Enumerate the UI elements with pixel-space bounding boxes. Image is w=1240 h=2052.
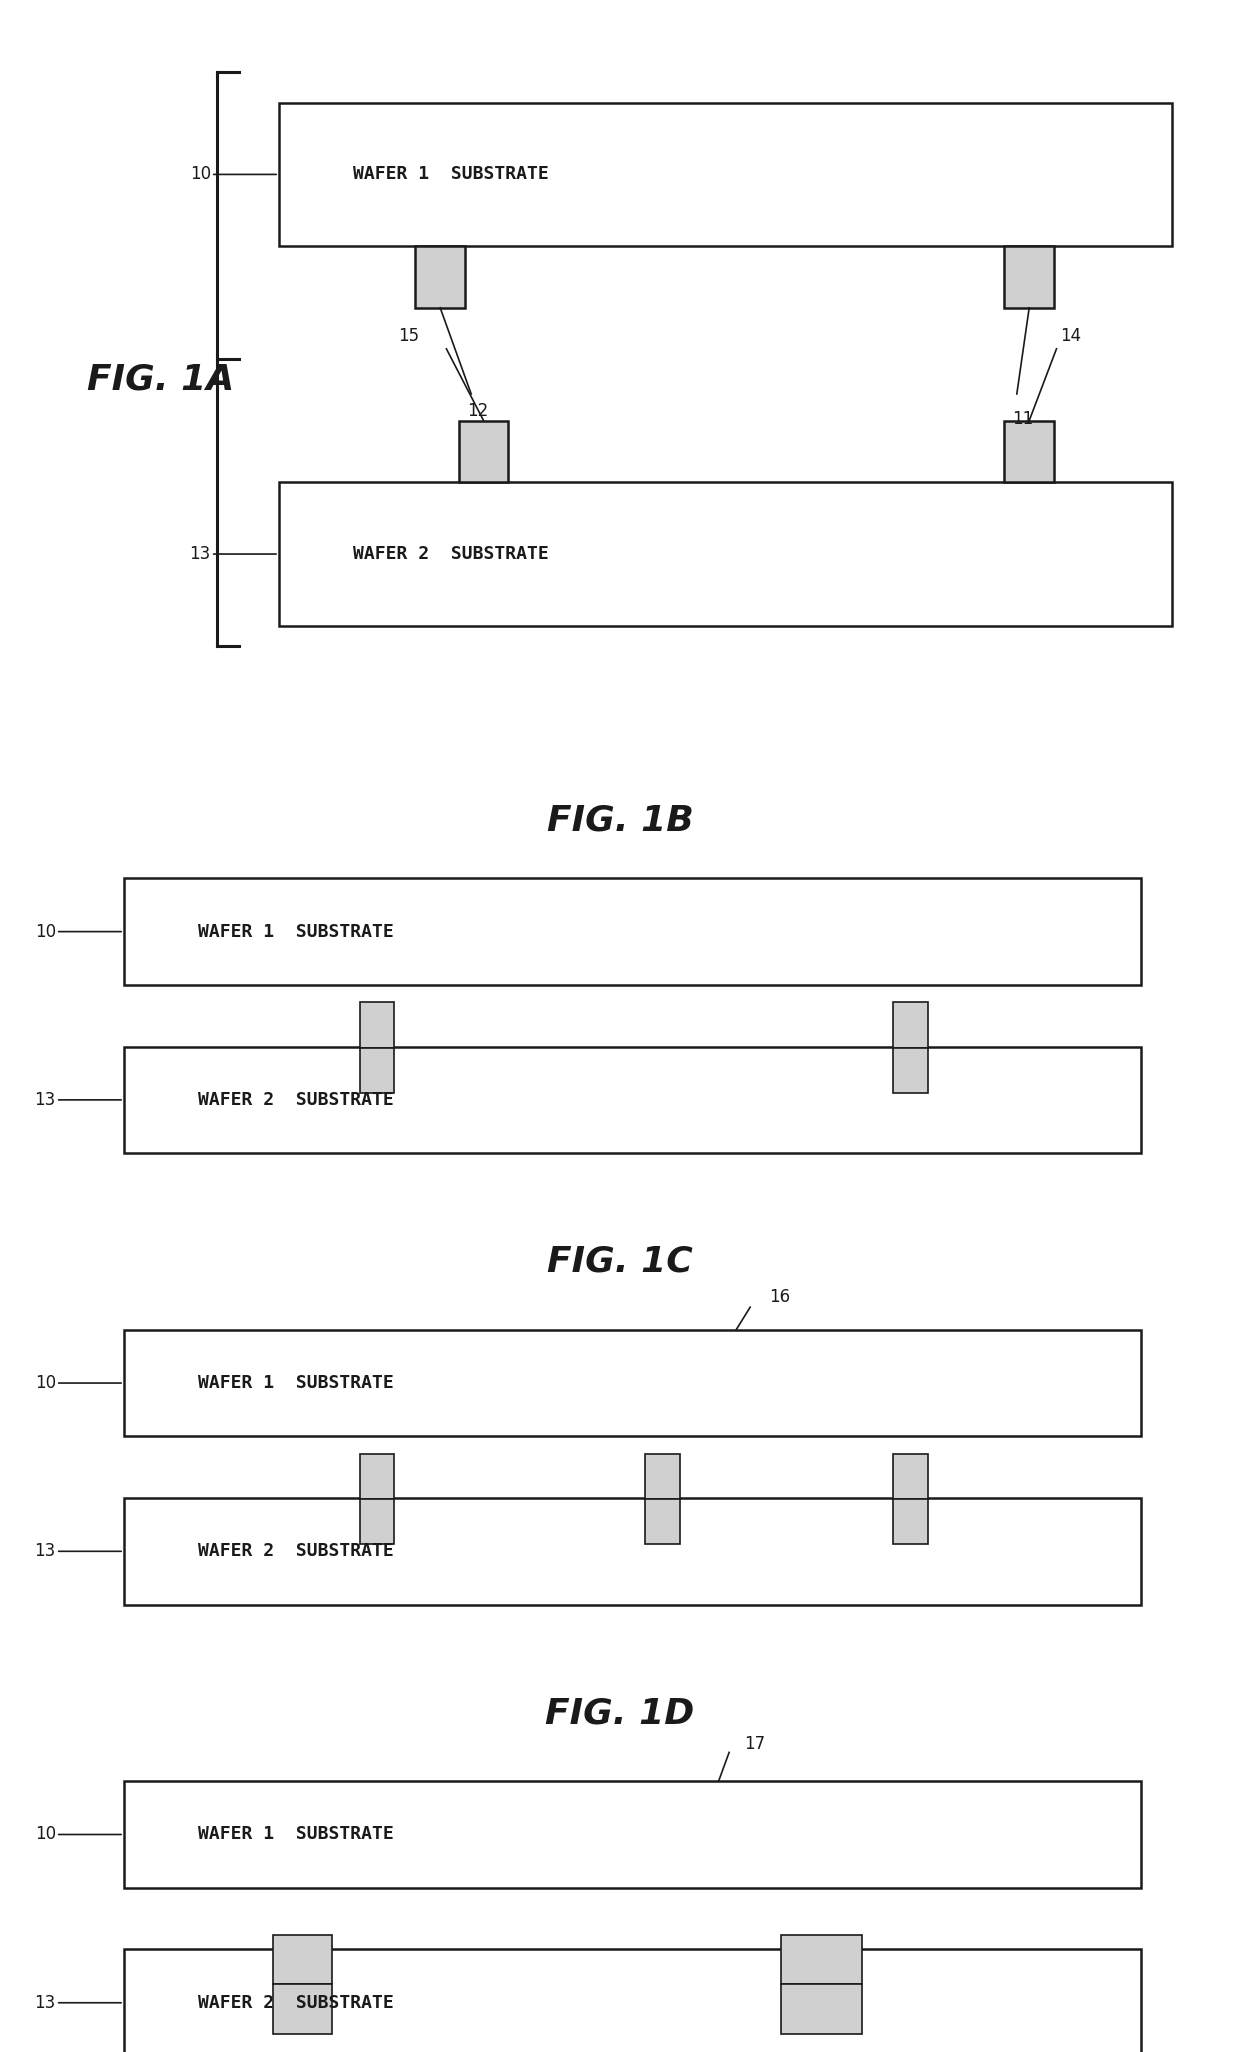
Text: WAFER 2  SUBSTRATE: WAFER 2 SUBSTRATE	[353, 546, 549, 562]
Bar	[124, 1047, 1141, 1153]
Bar	[124, 1498, 1141, 1605]
Text: WAFER 1  SUBSTRATE: WAFER 1 SUBSTRATE	[198, 923, 394, 940]
Bar	[360, 1498, 394, 1543]
Bar	[279, 103, 1172, 246]
Text: 16: 16	[769, 1289, 790, 1305]
Bar	[893, 1003, 928, 1049]
Bar	[124, 1949, 1141, 2052]
Text: FIG. 1C: FIG. 1C	[547, 1246, 693, 1278]
Text: WAFER 2  SUBSTRATE: WAFER 2 SUBSTRATE	[198, 1995, 394, 2011]
Bar	[124, 1781, 1141, 1888]
Text: 12: 12	[466, 402, 489, 421]
Text: 15: 15	[398, 326, 419, 345]
Bar	[124, 878, 1141, 985]
Bar	[415, 246, 465, 308]
Text: 17: 17	[744, 1736, 765, 1752]
Text: 10: 10	[35, 923, 56, 940]
Text: 14: 14	[1060, 326, 1081, 345]
Bar	[893, 1453, 928, 1498]
Bar	[360, 1049, 394, 1092]
Text: 11: 11	[1012, 410, 1034, 429]
Text: WAFER 2  SUBSTRATE: WAFER 2 SUBSTRATE	[198, 1543, 394, 1560]
Text: FIG. 1D: FIG. 1D	[546, 1697, 694, 1730]
Bar	[273, 1935, 332, 1984]
Bar	[1004, 421, 1054, 482]
Text: 13: 13	[35, 1543, 56, 1560]
Text: FIG. 1B: FIG. 1B	[547, 804, 693, 837]
Bar	[1004, 246, 1054, 308]
Bar	[781, 1935, 862, 1984]
Bar	[893, 1049, 928, 1092]
Bar	[645, 1453, 680, 1498]
Text: 10: 10	[190, 166, 211, 183]
Text: 13: 13	[190, 546, 211, 562]
Bar	[273, 1984, 332, 2034]
Bar	[279, 482, 1172, 626]
Text: 13: 13	[35, 1995, 56, 2011]
Text: WAFER 1  SUBSTRATE: WAFER 1 SUBSTRATE	[353, 166, 549, 183]
Text: FIG. 1A: FIG. 1A	[87, 363, 234, 396]
Bar	[360, 1453, 394, 1498]
Bar	[124, 1330, 1141, 1436]
Text: 10: 10	[35, 1375, 56, 1391]
Text: WAFER 2  SUBSTRATE: WAFER 2 SUBSTRATE	[198, 1092, 394, 1108]
Text: WAFER 1  SUBSTRATE: WAFER 1 SUBSTRATE	[198, 1375, 394, 1391]
Bar	[781, 1984, 862, 2034]
Bar	[645, 1498, 680, 1543]
Text: 13: 13	[35, 1092, 56, 1108]
Bar	[360, 1003, 394, 1049]
Text: WAFER 1  SUBSTRATE: WAFER 1 SUBSTRATE	[198, 1826, 394, 1843]
Text: 10: 10	[35, 1826, 56, 1843]
Bar	[459, 421, 508, 482]
Bar	[893, 1498, 928, 1543]
